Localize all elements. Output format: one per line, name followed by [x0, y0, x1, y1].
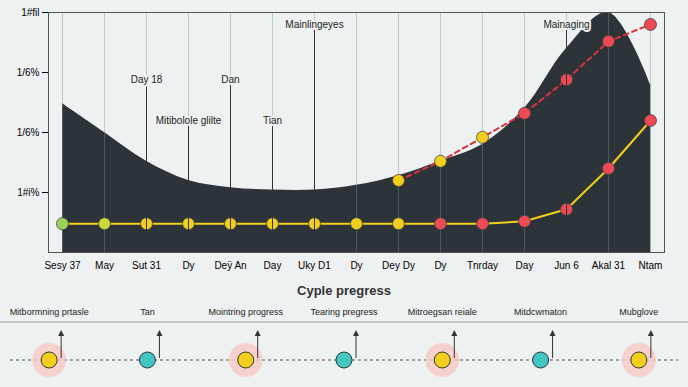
html-text:Cyple pregress: Cyple pregress — [297, 283, 391, 298]
svg-text:Dy: Dy — [350, 260, 362, 271]
svg-text:Mitdcwmaton: Mitdcwmaton — [514, 307, 567, 317]
svg-text:Tnrday: Tnrday — [467, 260, 498, 271]
svg-text:Jun 6: Jun 6 — [554, 260, 579, 271]
svg-text:1/6%: 1/6% — [17, 127, 40, 138]
svg-text:Day 18: Day 18 — [131, 74, 163, 85]
svg-text:Dy: Dy — [182, 260, 194, 271]
svg-text:Day: Day — [264, 260, 282, 271]
svg-text:Uky D1: Uky D1 — [298, 260, 331, 271]
svg-text:Mainaging: Mainaging — [543, 19, 589, 30]
svg-text:Sut 31: Sut 31 — [132, 260, 161, 271]
svg-text:Mitbormning prtasle: Mitbormning prtasle — [10, 307, 89, 317]
svg-text:Mainlingeyes: Mainlingeyes — [285, 19, 343, 30]
svg-text:Dan: Dan — [221, 74, 239, 85]
svg-text:Deÿ An: Deÿ An — [214, 260, 246, 271]
svg-text:Sesy 37: Sesy 37 — [44, 260, 81, 271]
svg-text:Mitroegsan reiale: Mitroegsan reiale — [408, 307, 477, 317]
svg-text:Ntam: Ntam — [639, 260, 663, 271]
svg-text:Tan: Tan — [140, 307, 155, 317]
svg-text:Mointring progress: Mointring progress — [208, 307, 283, 317]
svg-text:Tian: Tian — [263, 115, 282, 126]
svg-text:Day: Day — [516, 260, 534, 271]
svg-text:Akal 31: Akal 31 — [592, 260, 626, 271]
svg-text:1/6%: 1/6% — [17, 67, 40, 78]
svg-text:Dy: Dy — [434, 260, 446, 271]
svg-text:May: May — [95, 260, 114, 271]
svg-text:1#i%: 1#i% — [17, 187, 39, 198]
svg-text:Tearing pregress: Tearing pregress — [310, 307, 378, 317]
svg-text:Mitibolole glilte: Mitibolole glilte — [156, 115, 222, 126]
svg-text:Mubglove: Mubglove — [619, 307, 658, 317]
svg-text:Dey Dy: Dey Dy — [382, 260, 415, 271]
svg-text:1#fil: 1#fil — [21, 7, 39, 18]
